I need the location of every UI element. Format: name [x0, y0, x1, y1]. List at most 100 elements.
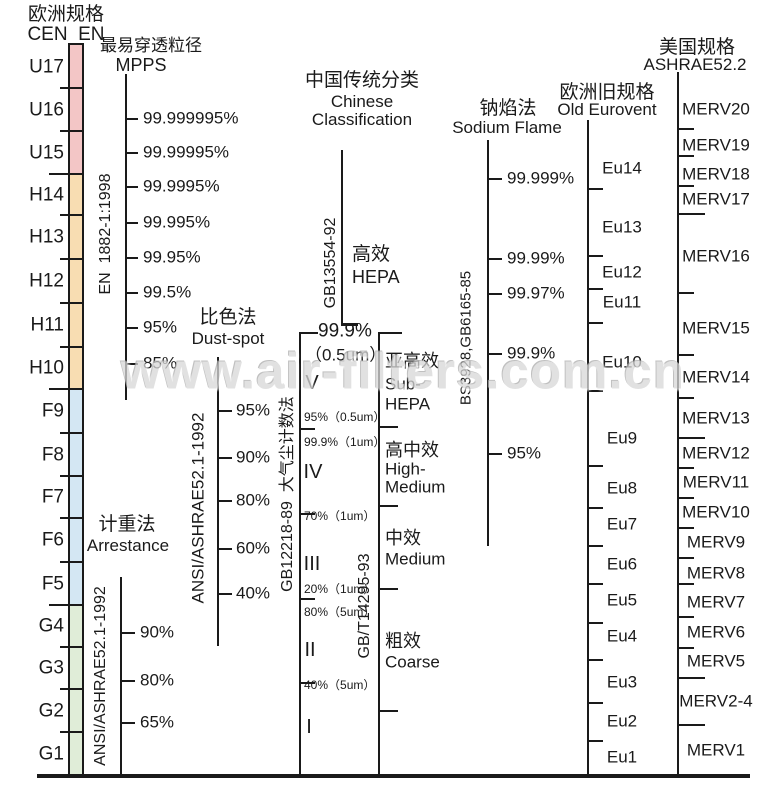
label-merv: MERV8 [686, 563, 746, 583]
label-merv: MERV16 [682, 246, 750, 266]
label-merv: MERV14 [682, 367, 750, 387]
label-merv: MERV17 [682, 189, 750, 209]
baseline-axis [37, 774, 750, 778]
label-merv: MERV12 [682, 443, 750, 463]
scale-tick-mpps [125, 152, 138, 154]
cen-title-en: CEN EN [27, 24, 105, 45]
scale-tick-merv [677, 677, 705, 679]
label-gbt14295: 中效 [385, 528, 421, 548]
cen-class-segment-H11 [70, 303, 82, 347]
scale-tick-gbt14295 [378, 505, 398, 507]
merv-title-cn: 美国规格 [658, 37, 736, 58]
cen-class-label-H12: H12 [29, 270, 64, 292]
arrestance-title-cn: 计重法 [98, 514, 156, 535]
scale-tick-gbt14295 [378, 588, 398, 590]
merv-title-en: ASHRAE52.2 [643, 55, 747, 74]
cen-class-segment-F8 [70, 433, 82, 476]
tick-label-dust-spot: 80% [236, 490, 271, 510]
mpps-title-cn: 最易穿透粒径 [100, 36, 202, 55]
label-gb12218: III [303, 553, 321, 575]
scale-line-mpps [125, 74, 127, 400]
label-old-eurovent: Eu9 [606, 428, 638, 448]
scale-tick-mpps [125, 186, 138, 188]
scale-line-gb13554 [341, 150, 343, 326]
tick-label-dust-spot: 90% [236, 447, 271, 467]
label-old-eurovent: Eu10 [602, 352, 642, 372]
scale-tick-sodium-flame [487, 353, 502, 355]
label-merv: MERV10 [682, 502, 750, 522]
label-gbt14295: Sub- [385, 374, 421, 394]
tick-label-mpps: 99.5% [143, 282, 192, 302]
cen-class-segment-U17 [70, 45, 82, 88]
tick-label-mpps: 99.99995% [143, 142, 230, 162]
label-gb12218: 99.9%（1um） [304, 435, 386, 449]
label-merv: MERV7 [686, 592, 746, 612]
tick-label-dust-spot: 40% [236, 583, 271, 603]
scale-tick-sodium-flame [487, 178, 502, 180]
label-merv: MERV2-4 [679, 691, 753, 711]
scale-tick-old-eurovent [587, 288, 603, 290]
scale-tick-sodium-flame [487, 453, 502, 455]
label-gb12218: 99.9% [318, 320, 372, 342]
scale-line-gb12218 [299, 332, 301, 776]
mpps-title-en: MPPS [115, 55, 167, 75]
label-old-eurovent: Eu4 [606, 626, 638, 646]
label-gbt14295: 粗效 [385, 631, 421, 651]
tick-label-mpps: 85% [143, 353, 178, 373]
scale-tick-merv [677, 647, 694, 649]
label-gbt14295: 亚高效 [385, 351, 439, 371]
cen-class-label-H13: H13 [29, 226, 64, 248]
gb12218-standard-label: GB12218-89 大气尘计数法 [279, 396, 296, 592]
cen-boundary-tick [49, 388, 82, 390]
scale-tick-dust-spot [217, 457, 232, 459]
scale-tick-old-eurovent [587, 465, 603, 467]
label-old-eurovent: Eu8 [606, 478, 638, 498]
tick-label-mpps: 95% [143, 317, 178, 337]
scale-tick-arrestance [120, 632, 135, 634]
hepa-label-en: HEPA [352, 267, 400, 287]
ansi-arrestance-standard-label: ANSI/ASHRAE52.1-1992 [92, 586, 109, 766]
label-gb12218: IV [303, 461, 323, 483]
scale-tick-merv [677, 497, 694, 499]
scale-tick-mpps [125, 327, 138, 329]
cen-boundary-tick [60, 214, 82, 216]
sodium-title-cn: 钠焰法 [479, 98, 537, 119]
cen-class-segment-H12 [70, 259, 82, 303]
scale-tick-gb12218 [299, 428, 315, 430]
tick-label-mpps: 99.9995% [143, 176, 220, 196]
arrestance-title-en: Arrestance [86, 536, 170, 555]
scale-tick-merv [677, 437, 705, 439]
cen-boundary-tick [60, 130, 82, 132]
label-merv: MERV5 [686, 651, 746, 671]
cen-boundary-tick [49, 173, 82, 175]
cen-class-segment-F5 [70, 562, 82, 605]
scale-tick-old-eurovent [587, 545, 603, 547]
chinese-title-en2: Classification [311, 110, 413, 129]
cen-boundary-tick [60, 258, 82, 260]
scale-tick-merv [677, 583, 694, 585]
scale-tick-old-eurovent [587, 702, 603, 704]
tick-label-arrestance: 80% [140, 670, 175, 690]
label-merv: MERV20 [682, 99, 750, 119]
label-gbt14295: Medium [385, 477, 446, 497]
cen-class-segment-U15 [70, 131, 82, 174]
cen-class-label-U16: U16 [29, 99, 64, 120]
label-merv: MERV13 [682, 408, 750, 428]
scale-tick-mpps [125, 257, 138, 259]
cen-class-segment-G1 [70, 732, 82, 776]
tick-label-dust-spot: 60% [236, 538, 271, 558]
eurovent-title-en: Old Eurovent [557, 100, 657, 119]
scale-tick-dust-spot [217, 410, 232, 412]
scale-tick-mpps [125, 292, 138, 294]
label-old-eurovent: Eu12 [602, 262, 642, 282]
cen-class-label-G1: G1 [38, 743, 64, 765]
label-gb12218: I [306, 716, 312, 738]
scale-tick-sodium-flame [487, 293, 502, 295]
tick-label-mpps: 99.995% [143, 212, 211, 232]
label-merv: MERV1 [686, 740, 746, 760]
label-gb12218: 70%（1um） [304, 509, 376, 523]
scale-tick-gb12218 [299, 513, 315, 515]
scale-tick-sodium-flame [487, 258, 502, 260]
scale-tick-gb12218 [299, 598, 315, 600]
cen-boundary-tick [60, 688, 82, 690]
